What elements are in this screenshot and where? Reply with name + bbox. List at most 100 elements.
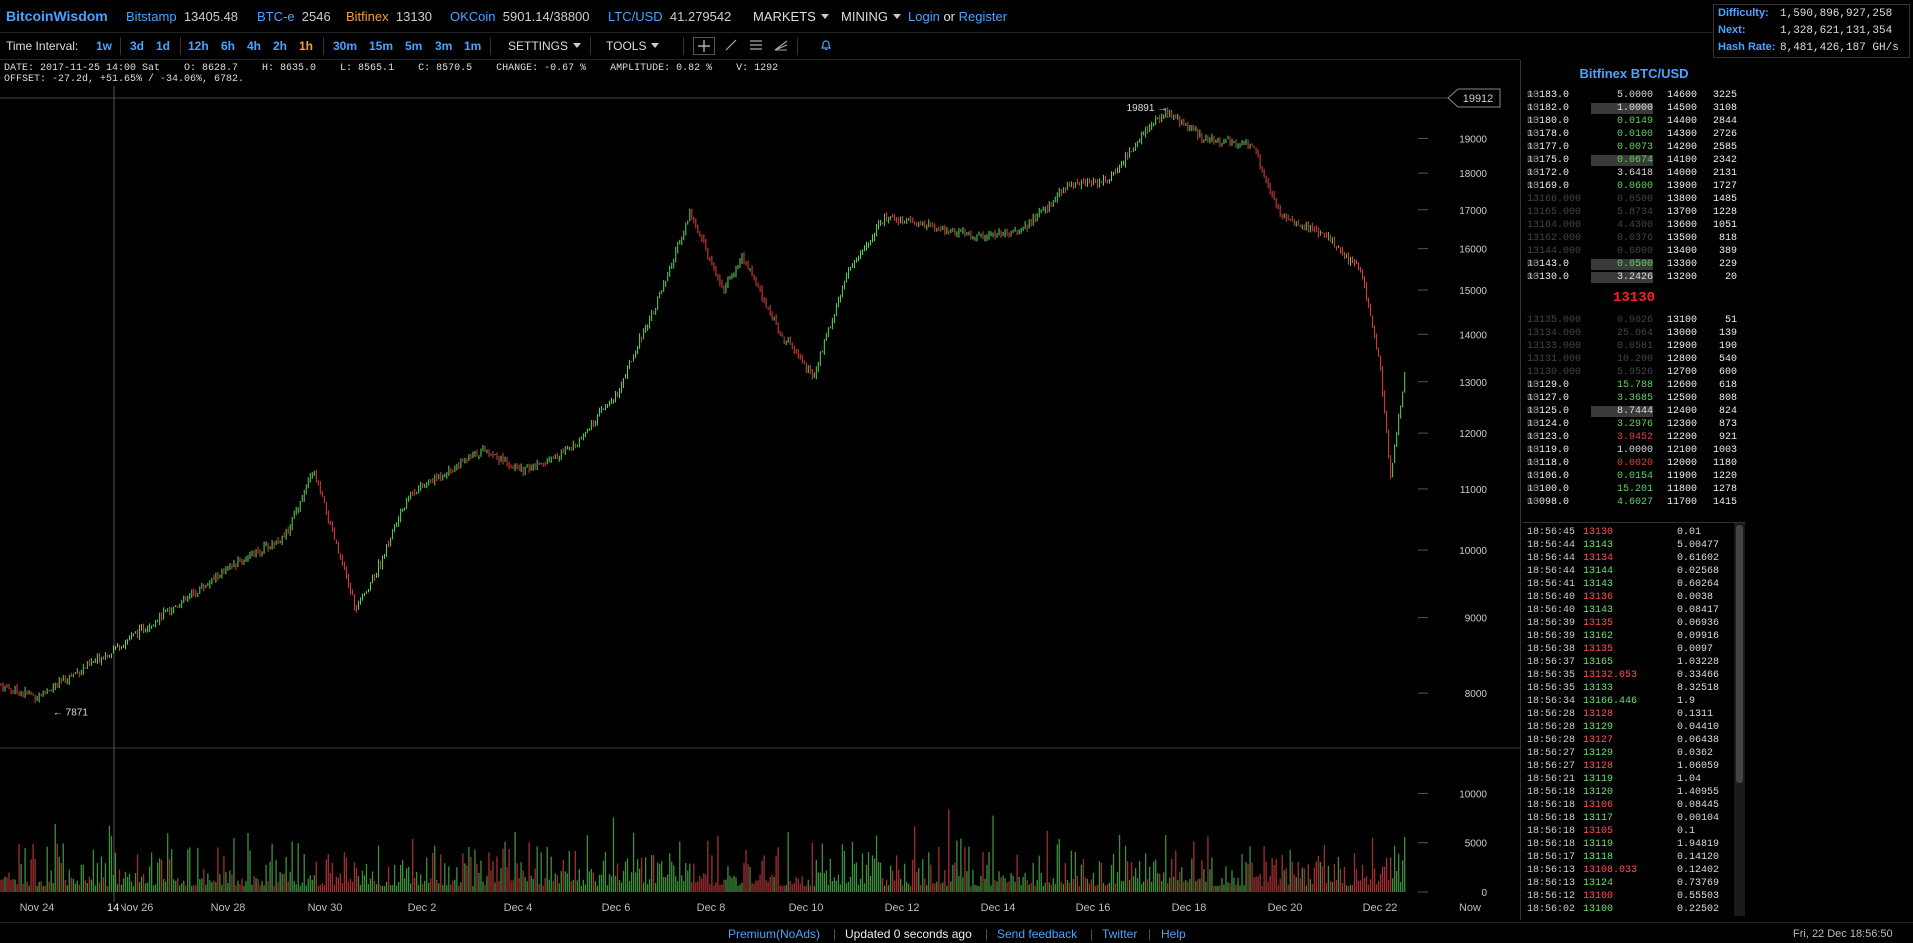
ask-row[interactable]: 13166.000 0.0500 13800 1485 (1521, 194, 1747, 207)
volume-axis: 0 5000 10000 (1418, 789, 1487, 899)
bid-row[interactable]: 13129.0 00 15.788 12600 618 (1527, 380, 1737, 391)
bid-row[interactable]: 13098.0 00 4.6027 11700 1415 (1527, 497, 1737, 508)
bid-row[interactable]: 13131.000 10.200 12800 540 (1521, 354, 1747, 367)
bid-row[interactable]: 13130.000 5.9526 12700 600 (1521, 367, 1747, 380)
market-name[interactable]: BTC-e (257, 9, 295, 24)
interval-4h[interactable]: 4h (247, 39, 262, 53)
divider: | (1090, 927, 1094, 941)
interval-3d[interactable]: 3d (130, 39, 145, 53)
order-amount: 0.0376 (1616, 233, 1653, 244)
bid-row[interactable]: 13134.000 25.064 13000 139 (1521, 328, 1747, 341)
interval-2h[interactable]: 2h (273, 39, 288, 53)
ask-row[interactable]: 13130.0 00 3.2426 13200 20 (1527, 272, 1737, 283)
interval-5m[interactable]: 5m (405, 39, 423, 53)
interval-3m[interactable]: 3m (435, 39, 453, 53)
ask-row[interactable]: 13143.0 00 0.0500 13300 229 (1527, 259, 1737, 270)
market-ltcusd[interactable]: LTC/USD 41.279542 (608, 9, 731, 24)
settings-menu[interactable]: SETTINGS (508, 39, 582, 53)
ask-row[interactable]: 13164.000 4.4300 13600 1051 (1521, 220, 1747, 233)
bid-row[interactable]: 13119.0 00 1.0000 12100 1003 (1527, 445, 1737, 456)
depth-price: 13000 (1667, 328, 1698, 339)
last-price: 13130 (1612, 290, 1655, 306)
trade-amount: 0.61602 (1677, 553, 1720, 564)
trades-scrollbar[interactable] (1734, 523, 1745, 916)
divider (797, 37, 798, 55)
bid-row[interactable]: 13100.0 00 15.201 11800 1278 (1527, 484, 1737, 495)
bid-row[interactable]: 13127.0 00 3.3685 12500 808 (1527, 393, 1737, 404)
tools-menu[interactable]: TOOLS (606, 39, 660, 53)
interval-12h[interactable]: 12h (188, 39, 209, 53)
depth-price: 12700 (1667, 367, 1698, 378)
interval-1d[interactable]: 1d (156, 39, 171, 53)
difficulty-row: Difficulty: 1,590,896,927,258 (1718, 7, 1892, 22)
interval-1w[interactable]: 1w (96, 39, 113, 53)
interval-1m[interactable]: 1m (464, 39, 482, 53)
brand-logo[interactable]: BitcoinWisdom (6, 8, 108, 24)
divider (120, 37, 121, 55)
ask-row[interactable]: 13144.000 0.6000 13400 389 (1521, 246, 1747, 259)
premium-link[interactable]: Premium(NoAds) (728, 927, 821, 941)
crosshair-icon[interactable] (693, 37, 715, 55)
order-amount: 0.0020 (1616, 458, 1653, 469)
ask-row[interactable]: 13177.0 00 0.0073 14200 2585 (1527, 142, 1737, 153)
interval-6h[interactable]: 6h (221, 39, 236, 53)
bid-row[interactable]: 13118.0 00 0.0020 12000 1180 (1527, 458, 1737, 469)
scrollbar-thumb[interactable] (1736, 525, 1743, 783)
bell-icon[interactable] (815, 37, 837, 55)
register-link[interactable]: Register (958, 9, 1008, 24)
market-bitfinex[interactable]: Bitfinex 13130 (346, 9, 432, 24)
volume-tick-label: 5000 (1465, 839, 1488, 850)
fibonacci-fan-icon[interactable] (770, 37, 792, 55)
market-name[interactable]: OKCoin (450, 9, 496, 24)
order-amount: 0.0149 (1616, 116, 1653, 127)
bid-row[interactable]: 13123.0 00 3.9452 12200 921 (1527, 432, 1737, 443)
market-name[interactable]: LTC/USD (608, 9, 663, 24)
trade-amount: 0.55503 (1677, 891, 1720, 902)
market-btce[interactable]: BTC-e 2546 (257, 9, 331, 24)
time-tick-label: Nov 26 (118, 902, 154, 914)
ask-row[interactable]: 13169.0 00 0.0600 13900 1727 (1527, 181, 1737, 192)
bid-row[interactable]: 13125.0 00 8.7444 12400 824 (1527, 406, 1737, 417)
ask-row[interactable]: 13178.0 00 0.0100 14300 2726 (1527, 129, 1737, 140)
feedback-link[interactable]: Send feedback (997, 927, 1078, 941)
trendline-icon[interactable] (720, 37, 742, 55)
market-name[interactable]: Bitstamp (126, 9, 177, 24)
markets-menu[interactable]: MARKETS (753, 9, 829, 24)
interval-1h[interactable]: 1h (299, 39, 314, 53)
bid-row[interactable]: 13133.000 0.0581 12900 190 (1521, 341, 1747, 354)
depth-size: 1180 (1712, 458, 1737, 469)
market-bitstamp[interactable]: Bitstamp 13405.48 (126, 9, 238, 24)
depth-price: 12000 (1667, 458, 1698, 469)
ask-row[interactable]: 13182.0 00 1.0000 14500 3108 (1527, 103, 1737, 114)
mining-menu[interactable]: MINING (841, 9, 901, 24)
trade-amount: 1.9 (1677, 696, 1696, 707)
interval-30m[interactable]: 30m (333, 39, 358, 53)
trades-list[interactable]: 18:56:45 13130 0.01 18:56:44 13143 5.00477 18:… (1523, 522, 1745, 918)
bid-row[interactable]: 13106.0 00 0.0154 11900 1220 (1527, 471, 1737, 482)
interval-15m[interactable]: 15m (369, 39, 394, 53)
ask-row[interactable]: 13183.0 00 5.0000 14600 3225 (1527, 90, 1737, 101)
ask-row[interactable]: 13165.000 5.8734 13700 1228 (1521, 207, 1747, 220)
login-link[interactable]: Login (908, 9, 940, 24)
volume-tick-label: 10000 (1459, 789, 1487, 800)
ask-row[interactable]: 13172.0 00 3.6418 14000 2131 (1527, 168, 1737, 179)
horizontal-lines-icon[interactable] (745, 37, 767, 55)
bid-row[interactable]: 13124.0 00 3.2976 12300 873 (1527, 419, 1737, 430)
next-difficulty-row: Next: 1,328,621,131,354 (1718, 24, 1892, 39)
trade-price: 13143 (1583, 540, 1614, 551)
ask-row[interactable]: 13162.000 0.0376 13500 818 (1521, 233, 1747, 246)
ask-row[interactable]: 13180.0 00 0.0149 14400 2844 (1527, 116, 1737, 127)
market-name[interactable]: Bitfinex (346, 9, 389, 24)
twitter-link[interactable]: Twitter (1102, 927, 1138, 941)
trade-amount: 8.32518 (1677, 683, 1720, 694)
time-tick-label: Now (1458, 902, 1482, 914)
market-okcoin[interactable]: OKCoin 5901.14/38800 (450, 9, 590, 24)
ask-row[interactable]: 13175.0 00 0.0674 14100 2342 (1527, 155, 1737, 166)
price-chart[interactable]: 8000 9000 10000 11000 12000 13000 14000 15000 16… (0, 86, 1520, 906)
help-link[interactable]: Help (1161, 927, 1186, 941)
time-tick-label: Nov 24 (19, 902, 55, 914)
trade-price: 13130 (1583, 527, 1614, 538)
bid-row[interactable]: 13135.000 0.9026 13100 51 (1521, 315, 1747, 328)
depth-price: 12600 (1667, 380, 1698, 391)
depth-size: 2844 (1712, 116, 1737, 127)
